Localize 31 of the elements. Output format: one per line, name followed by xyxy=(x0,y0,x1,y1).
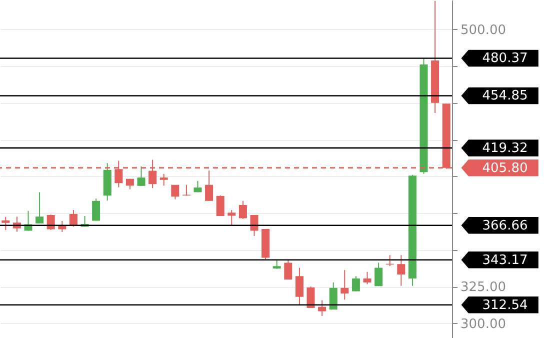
candlestick xyxy=(397,254,406,286)
candlestick xyxy=(171,184,180,200)
candlestick xyxy=(295,267,304,305)
candlestick xyxy=(92,198,100,222)
candlestick xyxy=(160,173,168,186)
candlestick xyxy=(363,271,372,285)
ref-line-label: 419.32 xyxy=(482,140,528,156)
candlestick xyxy=(318,300,326,316)
candlestick xyxy=(228,210,236,226)
candlestick xyxy=(216,194,224,217)
candlestick xyxy=(137,166,146,186)
ref-line-label: 454.85 xyxy=(482,88,528,104)
candlestick xyxy=(340,270,349,300)
ref-line-label: 480.37 xyxy=(482,51,528,66)
candlestick xyxy=(374,262,383,287)
ref-line-label: 343.17 xyxy=(482,252,528,268)
candlestick xyxy=(352,276,360,292)
candlestick xyxy=(238,200,247,220)
ref-line-label: 405.80 xyxy=(482,160,528,176)
candlestick xyxy=(284,260,292,280)
y-tick-label: 500.00 xyxy=(460,22,506,38)
candlestick xyxy=(329,282,338,310)
y-tick-label: 325.00 xyxy=(460,280,506,296)
candlestick xyxy=(2,216,10,230)
candlestick xyxy=(182,184,190,196)
candlestick xyxy=(36,192,44,224)
candlestick xyxy=(46,214,55,230)
ref-line-label: 366.66 xyxy=(482,218,528,234)
ref-line-label: 312.54 xyxy=(482,298,528,313)
y-tick-label: 300.00 xyxy=(460,316,506,332)
candlestick xyxy=(205,170,214,202)
